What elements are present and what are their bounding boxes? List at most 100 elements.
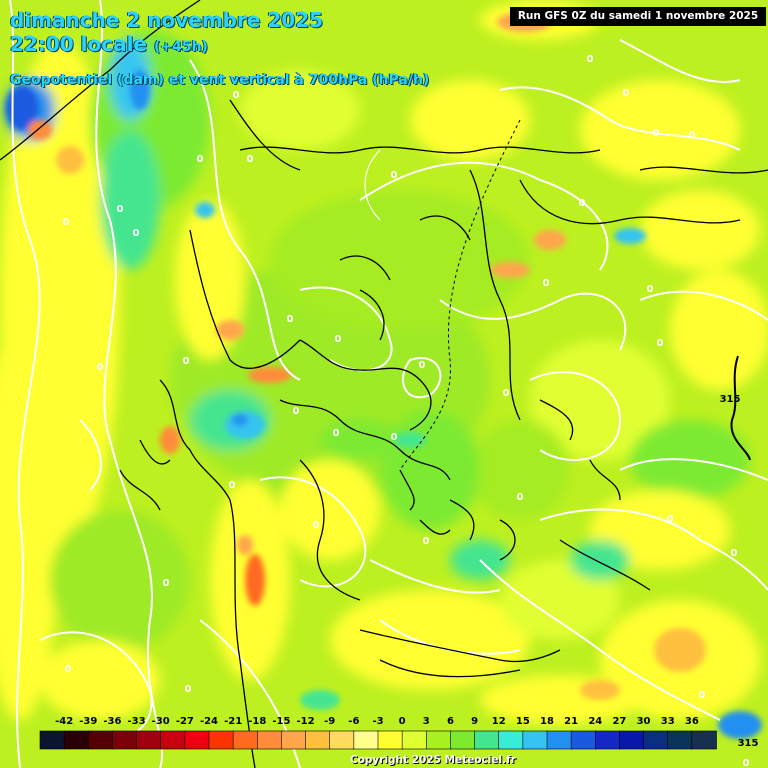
contour-label: 0 xyxy=(647,284,654,295)
colorbar-tick-label: -15 xyxy=(272,716,290,727)
contour-label: 0 xyxy=(587,54,594,65)
contour-label: 0 xyxy=(579,198,586,209)
contour-label: 0 xyxy=(543,278,550,289)
colorbar-swatch xyxy=(643,730,669,750)
run-info-banner: Run GFS 0Z du samedi 1 novembre 2025 xyxy=(510,7,766,26)
strong-motion-cells xyxy=(6,12,762,739)
colorbar-tick-label: 3 xyxy=(423,716,430,727)
contour-label: 0 xyxy=(287,314,294,325)
colorbar-swatch xyxy=(570,730,597,750)
colorbar-tick-label: 27 xyxy=(612,716,626,727)
colorbar-swatch xyxy=(232,730,259,750)
zero-contours xyxy=(9,0,768,768)
colorbar-swatch xyxy=(522,730,548,750)
white-circle-contour xyxy=(364,149,381,221)
colorbar-tick-label: -9 xyxy=(324,716,335,727)
colorbar-swatch xyxy=(281,730,307,750)
colorbar-tick-label: -30 xyxy=(152,716,170,727)
colorbar-tick-label: 0 xyxy=(399,716,406,727)
colorbar-swatch xyxy=(425,730,452,750)
colorbar-tick-label: 30 xyxy=(637,716,651,727)
colorbar-swatch xyxy=(305,730,331,750)
contour-label: 0 xyxy=(63,217,70,228)
forecast-lead: (+45h) xyxy=(153,39,208,55)
contour-label: 0 xyxy=(97,362,104,373)
colorbar-tick-label: 9 xyxy=(471,716,478,727)
colorbar-tick-label: 15 xyxy=(516,716,530,727)
colorbar-swatch xyxy=(546,730,572,750)
contour-label: 0 xyxy=(247,154,254,165)
colorbar-tick-label: -3 xyxy=(372,716,383,727)
contour-label: 0 xyxy=(391,170,398,181)
colorbar-tick-label: 21 xyxy=(564,716,578,727)
colorbar-tick-label: 24 xyxy=(588,716,602,727)
colorbar-tick-label: 18 xyxy=(540,716,554,727)
colorbar-tick-label: -24 xyxy=(200,716,218,727)
contour-label: 0 xyxy=(293,406,300,417)
colorbar-swatch xyxy=(136,730,162,750)
colorbar-swatch xyxy=(691,730,717,750)
colorbar-tick-label: 6 xyxy=(447,716,454,727)
colorbar-tick-label: 36 xyxy=(685,716,699,727)
contour-label: 0 xyxy=(313,520,320,531)
colorbar-tick-label: -6 xyxy=(348,716,359,727)
colorbar-swatch xyxy=(39,730,65,750)
contour-label: 0 xyxy=(229,480,236,491)
colorbar-tick-label: -12 xyxy=(297,716,315,727)
colorbar-swatch xyxy=(87,730,114,750)
contour-label: 0 xyxy=(197,154,204,165)
contour-label: 0 xyxy=(419,360,426,371)
contour-label: 0 xyxy=(653,128,660,139)
field-description: Geopotentiel (dam) et vent vertical à 70… xyxy=(10,72,430,88)
colorbar: -42 -39 -36 -33 -30 -27 -24 -21 -18 -15 -12 -9 -6 -3 0… xyxy=(39,716,717,750)
colorbar-tick-label: -39 xyxy=(79,716,97,727)
colorbar-swatch xyxy=(667,730,693,750)
forecast-local-time: 22:00 locale xyxy=(10,32,147,56)
contour-label: 315 xyxy=(720,394,741,405)
colorbar-tick-label: -36 xyxy=(103,716,121,727)
colorbar-tick-label: -21 xyxy=(224,716,242,727)
colorbar-tick-label: -18 xyxy=(248,716,266,727)
contour-label: 0 xyxy=(743,758,750,768)
colorbar-tick-label: 33 xyxy=(661,716,675,727)
colorbar-swatch xyxy=(63,730,90,750)
colorbar-swatch xyxy=(184,730,210,750)
contour-label: 0 xyxy=(657,338,664,349)
contour-label: 0 xyxy=(65,664,72,675)
colorbar-swatch xyxy=(160,730,186,750)
contour-label: 0 xyxy=(133,228,140,239)
contour-label: 315 xyxy=(738,738,759,749)
contour-label: 0 xyxy=(335,334,342,345)
colorbar-swatch xyxy=(474,730,500,750)
colorbar-tick-label: -33 xyxy=(128,716,146,727)
contour-label: 0 xyxy=(185,684,192,695)
contour-label: 0 xyxy=(233,90,240,101)
contour-label: 0 xyxy=(163,578,170,589)
colorbar-tick-label: 12 xyxy=(492,716,506,727)
colorbar-swatch xyxy=(401,730,428,750)
colorbar-swatch xyxy=(594,730,621,750)
contour-label: 0 xyxy=(503,388,510,399)
colorbar-swatch xyxy=(329,730,355,750)
colorbar-swatch xyxy=(498,730,524,750)
contour-label: 0 xyxy=(117,204,124,215)
colorbar-swatch xyxy=(377,730,403,750)
colorbar-swatch xyxy=(353,730,379,750)
forecast-time: 22:00 locale (+45h) xyxy=(10,32,208,56)
colorbar-swatch xyxy=(619,730,645,750)
contour-label: 0 xyxy=(333,428,340,439)
contour-label: 0 xyxy=(731,548,738,559)
colorbar-swatch xyxy=(112,730,138,750)
contour-label: 0 xyxy=(699,690,706,701)
contour-label: 0 xyxy=(183,356,190,367)
contour-label: 0 xyxy=(423,536,430,547)
colorbar-swatch xyxy=(208,730,234,750)
contour-label: 0 xyxy=(391,432,398,443)
contour-label: 0 xyxy=(517,492,524,503)
forecast-date: dimanche 2 novembre 2025 xyxy=(10,8,324,32)
colorbar-swatch xyxy=(450,730,476,750)
